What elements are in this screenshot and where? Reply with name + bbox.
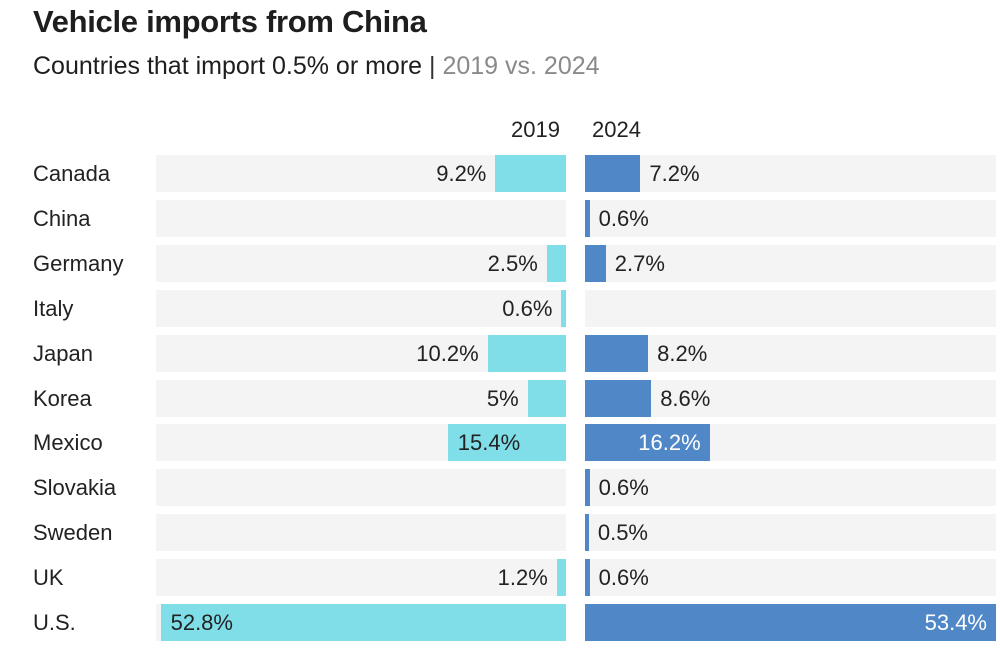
column-header-2024: 2024 (592, 117, 641, 142)
bar-2019-us (160, 604, 566, 641)
value-label-2019-us: 52.8% (170, 610, 233, 635)
band-2019-uk (156, 559, 566, 596)
value-label-2024-china: 0.6% (598, 206, 649, 231)
subtitle-main: Countries that import 0.5% or more (33, 52, 423, 80)
band-2024-sweden (585, 514, 996, 551)
bar-2024-germany (585, 245, 606, 282)
bar-2019-japan (487, 335, 566, 372)
value-label-2024-canada: 7.2% (649, 161, 700, 186)
value-label-2019-korea: 5% (486, 386, 519, 411)
column-header-2019: 2019 (511, 117, 560, 142)
band-2019-germany (156, 245, 566, 282)
value-label-2024-sweden: 0.5% (597, 520, 648, 545)
value-label-2024-germany: 2.7% (614, 251, 665, 276)
value-label-2019-japan: 10.2% (416, 341, 479, 366)
bar-2024-sweden (585, 514, 589, 551)
value-label-2024-uk: 0.6% (598, 565, 649, 590)
bar-2024-korea (585, 380, 652, 417)
band-2024-china (585, 200, 996, 237)
band-2019-slovakia (156, 469, 566, 506)
band-2024-slovakia (585, 469, 996, 506)
value-label-2024-mexico: 16.2% (638, 430, 701, 455)
value-label-2019-canada: 9.2% (436, 161, 487, 186)
value-label-2024-us: 53.4% (924, 610, 987, 635)
bar-2024-mexico (585, 424, 710, 461)
band-2024-japan (585, 335, 996, 372)
country-label-slovakia: Slovakia (33, 475, 117, 500)
country-label-italy: Italy (33, 296, 74, 321)
country-label-uk: UK (33, 565, 64, 590)
value-label-2019-italy: 0.6% (502, 296, 553, 321)
country-label-china: China (33, 206, 91, 231)
subtitle-separator: | (429, 52, 436, 80)
country-label-korea: Korea (33, 386, 92, 411)
bar-2019-italy (561, 290, 566, 327)
country-label-japan: Japan (33, 341, 93, 366)
band-2024-korea (585, 380, 996, 417)
band-2019-korea (156, 380, 566, 417)
bar-2019-uk (556, 559, 566, 596)
value-label-2019-mexico: 15.4% (457, 430, 521, 455)
country-label-germany: Germany (33, 251, 124, 276)
chart-title: Vehicle imports from China (33, 4, 427, 39)
band-2019-italy (156, 290, 566, 327)
country-label-us: U.S. (33, 610, 76, 635)
bar-2019-canada (495, 155, 566, 192)
band-2024-germany (585, 245, 996, 282)
band-2024-canada (585, 155, 996, 192)
value-label-2019-germany: 2.5% (487, 251, 538, 276)
country-label-mexico: Mexico (33, 430, 103, 455)
bar-2024-japan (585, 335, 649, 372)
value-label-2019-uk: 1.2% (497, 565, 548, 590)
bar-2024-slovakia (585, 469, 590, 506)
band-2024-uk (585, 559, 996, 596)
subtitle-years: 2019 vs. 2024 (442, 52, 600, 80)
chart-subtitle: Countries that import 0.5% or more | 201… (33, 52, 600, 81)
bar-2024-us (585, 604, 996, 641)
band-2019-china (156, 200, 566, 237)
bar-2019-mexico (447, 424, 566, 461)
bar-2024-canada (585, 155, 641, 192)
bar-2019-germany (546, 245, 566, 282)
value-label-2024-korea: 8.6% (660, 386, 711, 411)
bar-2024-china (585, 200, 590, 237)
bar-2024-uk (585, 559, 590, 596)
value-label-2024-slovakia: 0.6% (598, 475, 649, 500)
country-label-sweden: Sweden (33, 520, 113, 545)
band-2019-sweden (156, 514, 566, 551)
country-label-canada: Canada (33, 161, 111, 186)
band-2024-italy (585, 290, 996, 327)
value-label-2024-japan: 8.2% (657, 341, 708, 366)
bar-2019-korea (527, 380, 566, 417)
